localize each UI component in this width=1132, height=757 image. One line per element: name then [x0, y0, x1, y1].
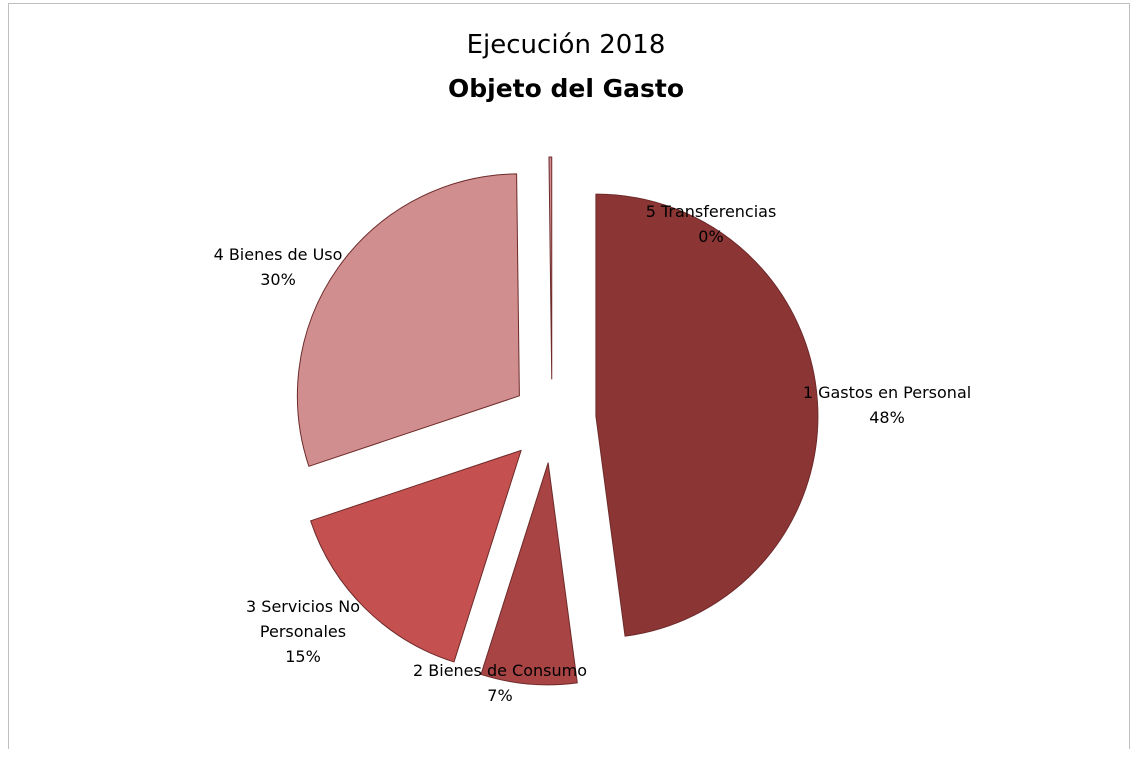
slice-label-4: 4 Bienes de Uso 30% [214, 245, 343, 289]
slice-label-5: 5 Transferencias 0% [646, 202, 777, 246]
pie-slice-4 [296, 173, 520, 467]
pie-slice-2 [480, 462, 578, 686]
chart-title: Ejecución 2018 [466, 30, 666, 60]
pie-slices [296, 156, 819, 686]
pie-labels: 1 Gastos en Personal 48% 2 Bienes de Consu… [214, 202, 972, 705]
chart-frame [8, 3, 1130, 749]
pie-slice-3 [310, 449, 522, 663]
pie-slice-1 [595, 193, 819, 637]
pie-slice-5 [548, 156, 553, 380]
chart-subtitle: Objeto del Gasto [447, 74, 685, 103]
slice-label-3: 3 Servicios No Personales 15% [246, 597, 360, 666]
slice-label-2: 2 Bienes de Consumo 7% [413, 661, 587, 705]
slice-label-1: 1 Gastos en Personal 48% [803, 383, 971, 427]
